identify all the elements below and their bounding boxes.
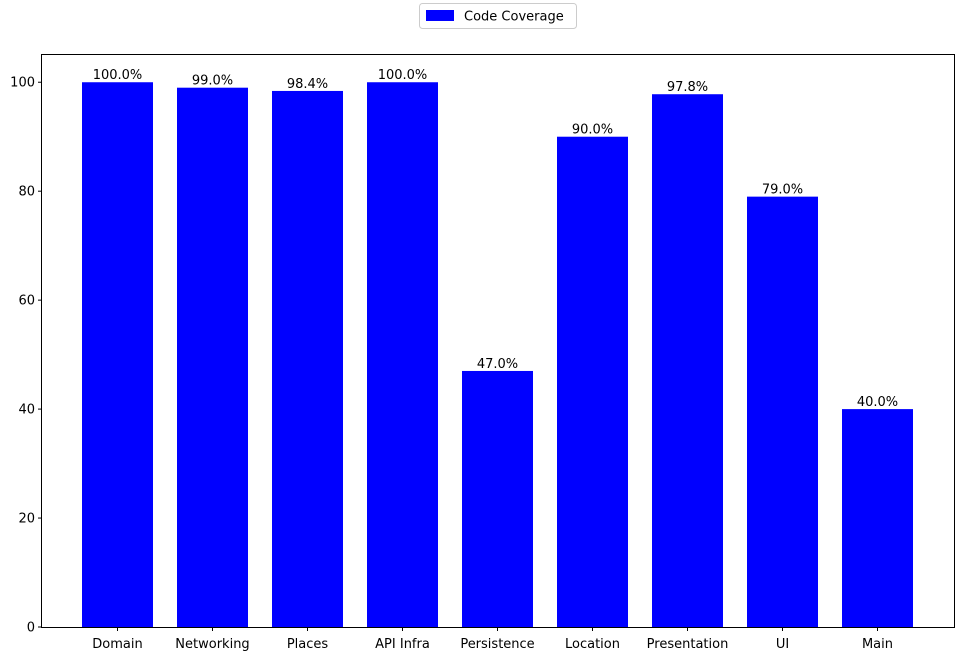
- data-label: 100.0%: [93, 68, 143, 83]
- y-tick-label: 100: [10, 76, 35, 91]
- x-tick-label: Main: [862, 637, 893, 652]
- bar-location: [557, 136, 628, 627]
- x-tick-label: API Infra: [375, 637, 430, 652]
- data-label: 79.0%: [762, 183, 803, 198]
- data-label: 99.0%: [192, 74, 233, 89]
- x-tick-label: Places: [287, 637, 329, 652]
- bar-persistence: [462, 370, 533, 627]
- x-tick-label: Persistence: [460, 637, 534, 652]
- x-tick-label: Presentation: [647, 637, 729, 652]
- data-label: 97.8%: [667, 80, 708, 95]
- data-label: 40.0%: [857, 395, 898, 410]
- bar-main: [842, 409, 913, 627]
- y-tick-label: 60: [18, 294, 35, 309]
- x-tick-label: Location: [565, 637, 620, 652]
- x-tick-label: Domain: [92, 637, 142, 652]
- data-label: 90.0%: [572, 123, 613, 138]
- bar-presentation: [652, 94, 723, 628]
- y-axis: 0 20 40 60 80 100: [10, 76, 42, 636]
- bar-api-infra: [367, 82, 438, 628]
- plot-frame: [41, 54, 955, 628]
- data-labels-group: 100.0% 99.0% 98.4% 100.0% 47.0% 90.0% 97.8% 79.…: [93, 68, 898, 410]
- y-tick-label: 0: [27, 621, 35, 636]
- y-tick-label: 20: [18, 512, 35, 527]
- legend-label: Code Coverage: [464, 10, 564, 25]
- legend-frame: [419, 3, 577, 29]
- x-tick-label: UI: [776, 637, 789, 652]
- data-label: 98.4%: [287, 77, 328, 92]
- x-tick-label: Networking: [175, 637, 249, 652]
- y-tick-label: 80: [18, 185, 35, 200]
- bar-networking: [177, 87, 248, 627]
- bar-domain: [82, 82, 153, 628]
- bars-group: [82, 82, 913, 628]
- data-label: 100.0%: [378, 68, 428, 83]
- bar-ui: [747, 196, 818, 627]
- legend-swatch: [426, 10, 454, 21]
- y-tick-label: 40: [18, 403, 35, 418]
- bar-places: [272, 90, 343, 627]
- data-label: 47.0%: [477, 357, 518, 372]
- legend: Code Coverage: [419, 3, 577, 29]
- x-axis: Domain Networking Places API Infra Persisten…: [92, 627, 893, 652]
